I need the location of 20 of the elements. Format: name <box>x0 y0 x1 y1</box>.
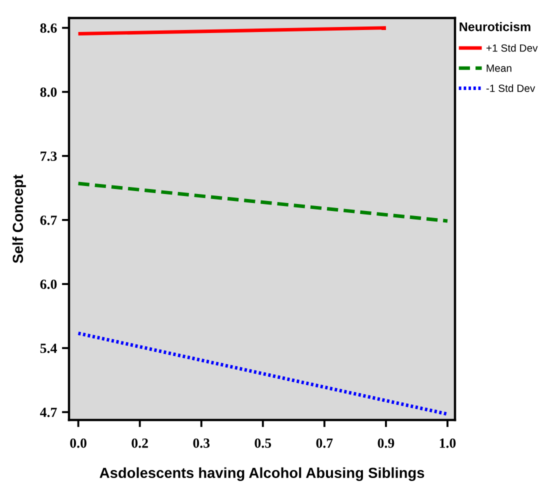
y-axis-title: Self Concept <box>12 174 26 264</box>
y-tick-label: 5.4 <box>40 344 57 354</box>
x-axis-title: Asdolescents having Alcohol Abusing Siblings <box>100 467 424 481</box>
y-tick-label: 7.3 <box>40 152 57 161</box>
x-tick-label: 0.5 <box>254 438 272 448</box>
x-tick-label: 0.2 <box>132 438 148 448</box>
x-tick-label: 0.3 <box>193 438 210 448</box>
y-tick-label: 8.6 <box>40 23 57 33</box>
legend-label: -1 Std Dev <box>486 84 536 92</box>
x-tick-label: 1.0 <box>440 438 456 448</box>
x-tick-label: 0.9 <box>378 438 394 448</box>
y-tick-label: 6.7 <box>40 216 57 225</box>
y-tick-label: 4.7 <box>40 408 57 418</box>
y-tick-label: 8.0 <box>40 87 57 97</box>
legend-label: Mean <box>486 64 512 72</box>
legend-title: Neuroticism <box>460 22 530 32</box>
legend-label: +1 Std Dev <box>486 44 538 52</box>
x-tick-label: 0.7 <box>316 438 333 448</box>
y-tick-label: 6.0 <box>40 280 57 290</box>
x-tick-label: 0.0 <box>70 438 86 448</box>
